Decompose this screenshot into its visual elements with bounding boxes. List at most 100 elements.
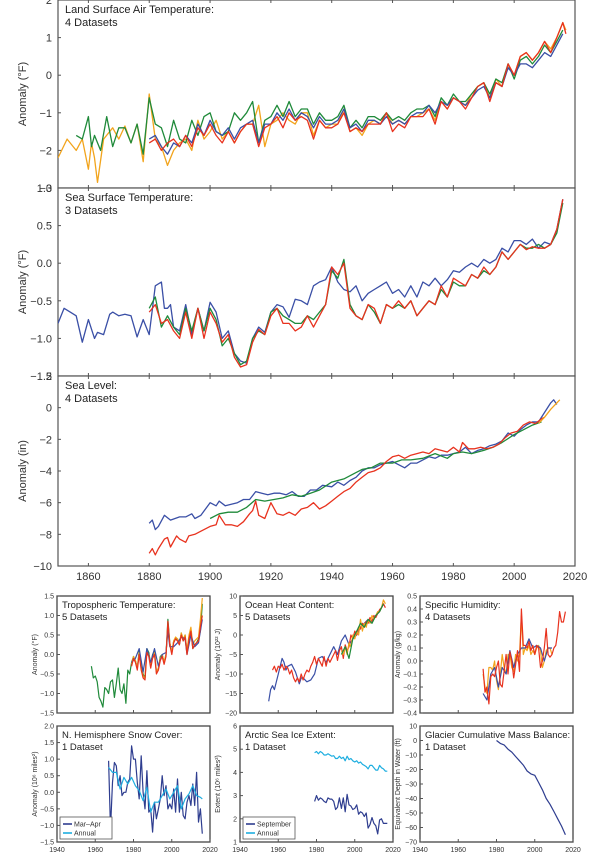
y-tick-label: 0.0 xyxy=(44,790,54,797)
series-group xyxy=(148,399,561,556)
y-tick-label: 0.2 xyxy=(407,633,417,640)
x-tick-label: 1860 xyxy=(76,571,100,583)
y-tick-label: 10 xyxy=(409,724,417,731)
y-tick-label: −6 xyxy=(39,498,52,510)
x-tick-label: 2000 xyxy=(164,847,180,854)
y-tick-label: 0 xyxy=(233,633,237,640)
chart-title: Tropospheric Temperature: xyxy=(62,600,176,611)
plot-frame xyxy=(57,375,576,567)
y-tick-label: −40 xyxy=(405,796,417,803)
legend: September Annual xyxy=(242,816,296,840)
y-tick-label: −0.5 xyxy=(40,672,54,679)
series-line-dataset-orange xyxy=(538,399,561,424)
y-axis-label: Anomaly (10²² J) xyxy=(215,629,222,681)
y-tick-label: 2.0 xyxy=(44,724,54,731)
plot-frame xyxy=(419,725,574,843)
x-tick-label: 1980 xyxy=(126,847,142,854)
legend-box xyxy=(242,816,296,840)
y-axis-label: Anomaly (g/kg) xyxy=(395,631,402,678)
y-tick-label: −1.0 xyxy=(30,333,52,345)
y-tick-label: −1.5 xyxy=(40,711,54,718)
x-tick-label: 1960 xyxy=(87,847,103,854)
y-tick-label: 0 xyxy=(46,403,52,415)
y-tick-label: 1.0 xyxy=(44,613,54,620)
chart-title: N. Hemisphere Snow Cover: xyxy=(62,730,182,741)
y-tick-label: −1.0 xyxy=(40,823,54,830)
y-tick-label: 0.0 xyxy=(407,659,417,666)
y-tick-label: 2 xyxy=(233,816,237,823)
y-tick-label: 0.1 xyxy=(407,646,417,653)
y-tick-label: 1 xyxy=(233,840,237,847)
legend-label: September xyxy=(257,822,292,829)
y-tick-label: −0.1 xyxy=(403,672,417,679)
y-tick-label: 0 xyxy=(46,70,52,82)
series-line-dataset-red xyxy=(482,608,566,705)
x-tick-label: 2020 xyxy=(385,847,401,854)
series-line-annual xyxy=(108,767,203,813)
y-tick-label: −70 xyxy=(405,840,417,847)
chart-subtitle: 1 Dataset xyxy=(425,742,466,753)
y-tick-label: 0.0 xyxy=(44,652,54,659)
chart-tropo: 1.5 1.0 0.5 0.0 −0.5 −1.0 −1.5 Anomaly (°F) Trop… xyxy=(31,594,211,718)
y-tick-label: 1.0 xyxy=(37,183,52,195)
y-tick-label: −1 xyxy=(39,108,52,120)
chart-subtitle: 4 Datasets xyxy=(65,17,118,29)
legend-box xyxy=(59,816,113,840)
series-line-dataset-red xyxy=(148,21,567,152)
y-axis-label: Equivalent Depth in Water (ft) xyxy=(395,738,402,830)
y-tick-label: −1.5 xyxy=(40,840,54,847)
plot-frame xyxy=(56,595,211,714)
series-line-mar-apr xyxy=(108,745,203,834)
y-tick-label: 5 xyxy=(233,747,237,754)
series-group xyxy=(268,599,386,702)
x-tick-label: 2020 xyxy=(565,847,581,854)
y-tick-label: −30 xyxy=(405,782,417,789)
y-tick-label: −3 xyxy=(39,183,52,195)
x-tick-label: 2000 xyxy=(527,847,543,854)
y-tick-label: −10 xyxy=(225,672,237,679)
y-axis-label: Anomaly (in) xyxy=(17,440,29,502)
y-tick-label: −0.2 xyxy=(403,685,417,692)
y-tick-label: 1 xyxy=(46,33,52,45)
chart-title: Sea Surface Temperature: xyxy=(65,192,193,204)
y-tick-label: −4 xyxy=(39,466,52,478)
x-tick-label: 1960 xyxy=(450,847,466,854)
x-tick-label: 1940 xyxy=(232,847,248,854)
chart-title: Glacier Cumulative Mass Balance: xyxy=(425,730,570,741)
x-tick-label: 1980 xyxy=(441,571,465,583)
chart-humidity: 0.5 0.4 0.3 0.2 0.1 0.0 −0.1 −0.2 −0.3 −0.4 Anomal… xyxy=(395,594,574,718)
plot-frame xyxy=(57,187,576,377)
y-tick-label: 6 xyxy=(233,724,237,731)
y-tick-label: −20 xyxy=(225,711,237,718)
y-tick-label: 1.5 xyxy=(44,594,54,601)
y-tick-label: 0.5 xyxy=(44,773,54,780)
chart-title: Land Surface Air Temperature: xyxy=(65,4,214,16)
y-tick-label: 0.5 xyxy=(37,221,52,233)
x-tick-label: 2020 xyxy=(563,571,587,583)
series-group xyxy=(58,199,564,368)
y-axis-label: Extent (10⁶ miles²) xyxy=(215,755,222,813)
y-tick-label: −60 xyxy=(405,825,417,832)
y-tick-label: 0.0 xyxy=(37,258,52,270)
plot-frame xyxy=(57,0,576,189)
y-tick-label: −8 xyxy=(39,529,52,541)
legend-label: Annual xyxy=(74,831,96,838)
x-tick-label: 2000 xyxy=(502,571,526,583)
chart-subtitle: 5 Datasets xyxy=(62,612,108,623)
chart-subtitle: 1 Dataset xyxy=(245,742,286,753)
chart-title: Ocean Heat Content: xyxy=(245,600,334,611)
y-tick-label: 0.5 xyxy=(407,594,417,601)
chart-land: 2 1 0 −1 −2 −3 Anomaly (°F) Land Surface Air Te… xyxy=(17,0,576,195)
y-tick-label: 5 xyxy=(233,613,237,620)
series-line-dataset-orange xyxy=(482,614,553,695)
series-line-annual xyxy=(314,750,388,772)
series-line-dataset-red xyxy=(131,615,203,681)
y-axis-label: Anomaly (°F) xyxy=(31,634,39,675)
series-line-dataset-red xyxy=(148,416,545,556)
y-tick-label: 4 xyxy=(233,770,237,777)
y-tick-label: 1.0 xyxy=(44,757,54,764)
chart-subtitle: 4 Datasets xyxy=(425,612,471,623)
